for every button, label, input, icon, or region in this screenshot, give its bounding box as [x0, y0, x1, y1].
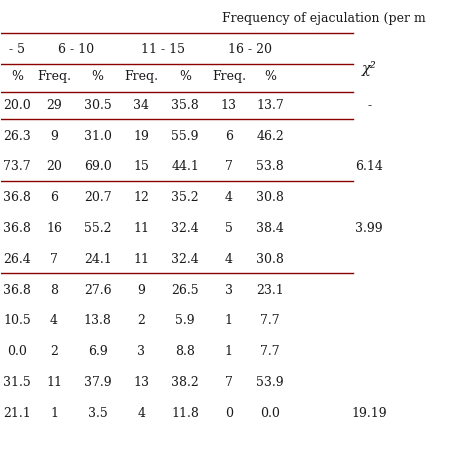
Text: 36.8: 36.8 [3, 191, 31, 204]
Text: 2: 2 [50, 345, 58, 358]
Text: 16 - 20: 16 - 20 [228, 43, 272, 56]
Text: 73.7: 73.7 [3, 160, 31, 173]
Text: 9: 9 [50, 129, 58, 143]
Text: 19: 19 [134, 129, 149, 143]
Text: 2: 2 [137, 314, 146, 328]
Text: 5: 5 [225, 222, 233, 235]
Text: 31.5: 31.5 [3, 376, 31, 389]
Text: 5.9: 5.9 [175, 314, 195, 328]
Text: 38.2: 38.2 [171, 376, 199, 389]
Text: 7: 7 [225, 160, 233, 173]
Text: Freq.: Freq. [37, 70, 71, 83]
Text: 55.2: 55.2 [84, 222, 111, 235]
Text: 13.8: 13.8 [84, 314, 112, 328]
Text: 4: 4 [225, 191, 233, 204]
Text: 53.9: 53.9 [256, 376, 284, 389]
Text: 36.8: 36.8 [3, 222, 31, 235]
Text: 15: 15 [134, 160, 149, 173]
Text: 8: 8 [50, 283, 58, 297]
Text: %: % [179, 70, 191, 83]
Text: 69.0: 69.0 [84, 160, 111, 173]
Text: 7.7: 7.7 [261, 314, 280, 328]
Text: 0: 0 [225, 407, 233, 420]
Text: 4: 4 [137, 407, 146, 420]
Text: 7.7: 7.7 [261, 345, 280, 358]
Text: 6.14: 6.14 [356, 160, 383, 173]
Text: 27.6: 27.6 [84, 283, 111, 297]
Text: 16: 16 [46, 222, 62, 235]
Text: 9: 9 [137, 283, 146, 297]
Text: 1: 1 [225, 345, 233, 358]
Text: 26.5: 26.5 [171, 283, 199, 297]
Text: 26.3: 26.3 [3, 129, 31, 143]
Text: 3: 3 [225, 283, 233, 297]
Text: -: - [367, 99, 371, 112]
Text: 35.2: 35.2 [171, 191, 199, 204]
Text: Freq.: Freq. [212, 70, 246, 83]
Text: 55.9: 55.9 [172, 129, 199, 143]
Text: 30.5: 30.5 [84, 99, 111, 112]
Text: 34: 34 [134, 99, 149, 112]
Text: 11 - 15: 11 - 15 [141, 43, 185, 56]
Text: 8.8: 8.8 [175, 345, 195, 358]
Text: - 5: - 5 [9, 43, 25, 56]
Text: 36.8: 36.8 [3, 283, 31, 297]
Text: 3: 3 [137, 345, 146, 358]
Text: 1: 1 [225, 314, 233, 328]
Text: 53.8: 53.8 [256, 160, 284, 173]
Text: 32.4: 32.4 [171, 253, 199, 266]
Text: 11: 11 [46, 376, 62, 389]
Text: 7: 7 [50, 253, 58, 266]
Text: 13: 13 [221, 99, 237, 112]
Text: 4: 4 [50, 314, 58, 328]
Text: %: % [264, 70, 276, 83]
Text: 4: 4 [225, 253, 233, 266]
Text: 21.1: 21.1 [3, 407, 31, 420]
Text: 6 - 10: 6 - 10 [58, 43, 94, 56]
Text: 19.19: 19.19 [351, 407, 387, 420]
Text: 12: 12 [134, 191, 149, 204]
Text: 11: 11 [134, 253, 149, 266]
Text: 1: 1 [50, 407, 58, 420]
Text: %: % [11, 70, 23, 83]
Text: 20.7: 20.7 [84, 191, 111, 204]
Text: 23.1: 23.1 [256, 283, 284, 297]
Text: 32.4: 32.4 [171, 222, 199, 235]
Text: χ²: χ² [362, 61, 377, 76]
Text: 24.1: 24.1 [84, 253, 111, 266]
Text: 10.5: 10.5 [3, 314, 31, 328]
Text: 3.5: 3.5 [88, 407, 108, 420]
Text: 20.0: 20.0 [3, 99, 31, 112]
Text: 0.0: 0.0 [260, 407, 280, 420]
Text: 26.4: 26.4 [3, 253, 31, 266]
Text: Freq.: Freq. [125, 70, 158, 83]
Text: 6: 6 [50, 191, 58, 204]
Text: 20: 20 [46, 160, 62, 173]
Text: 13: 13 [134, 376, 149, 389]
Text: 29: 29 [46, 99, 62, 112]
Text: 38.4: 38.4 [256, 222, 284, 235]
Text: %: % [92, 70, 104, 83]
Text: 30.8: 30.8 [256, 191, 284, 204]
Text: 6.9: 6.9 [88, 345, 108, 358]
Text: 30.8: 30.8 [256, 253, 284, 266]
Text: 11: 11 [134, 222, 149, 235]
Text: 0.0: 0.0 [7, 345, 27, 358]
Text: 46.2: 46.2 [256, 129, 284, 143]
Text: 31.0: 31.0 [84, 129, 112, 143]
Text: 44.1: 44.1 [171, 160, 199, 173]
Text: 35.8: 35.8 [171, 99, 199, 112]
Text: 7: 7 [225, 376, 233, 389]
Text: 6: 6 [225, 129, 233, 143]
Text: Frequency of ejaculation (per m: Frequency of ejaculation (per m [222, 12, 426, 26]
Text: 13.7: 13.7 [256, 99, 284, 112]
Text: 11.8: 11.8 [171, 407, 199, 420]
Text: 37.9: 37.9 [84, 376, 111, 389]
Text: 3.99: 3.99 [356, 222, 383, 235]
